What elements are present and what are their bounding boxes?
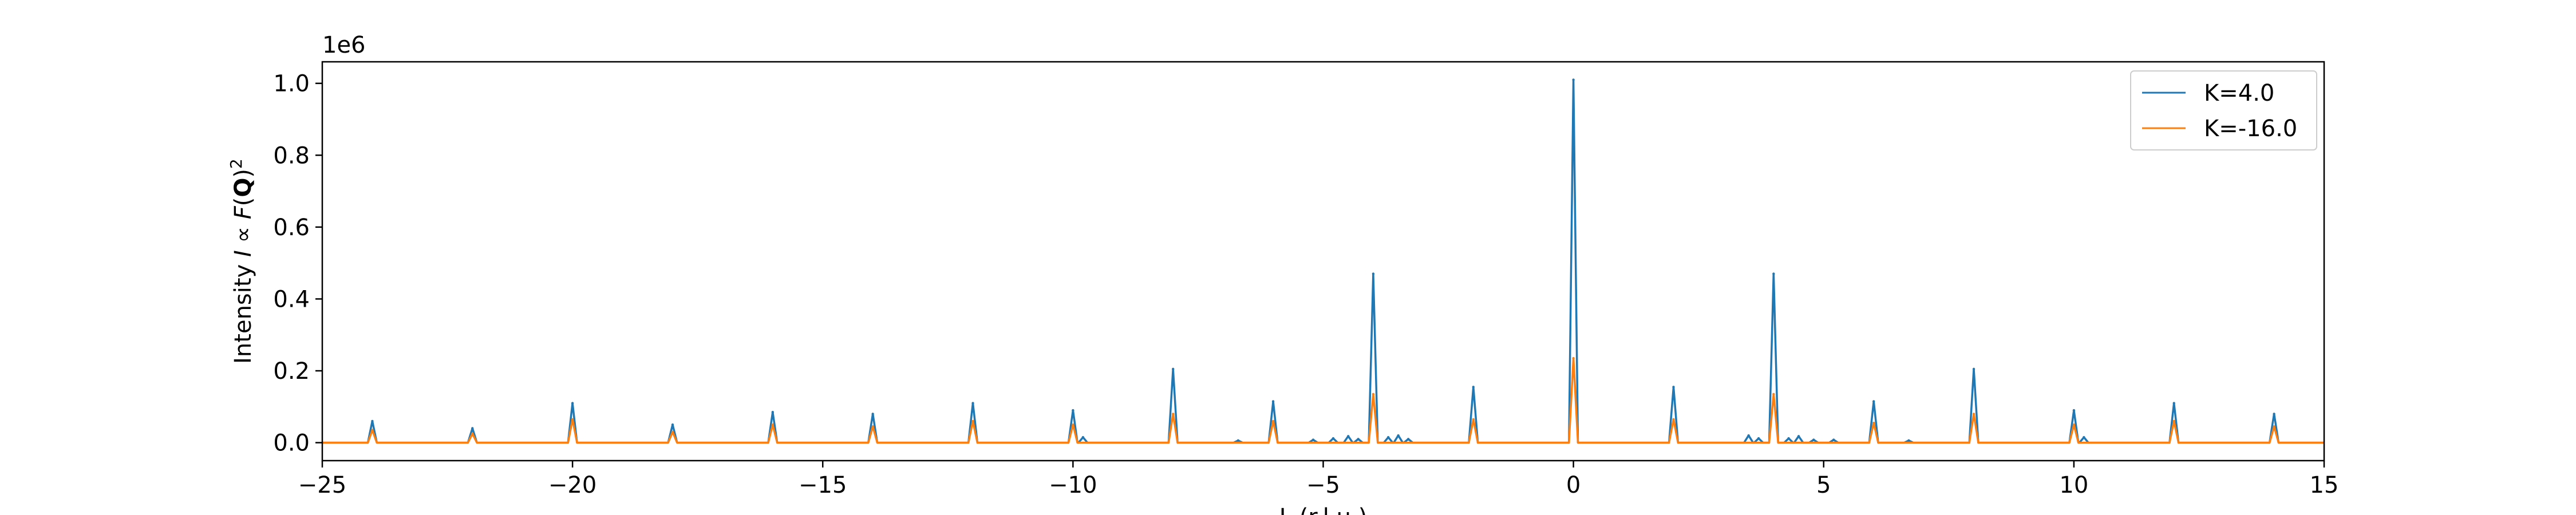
series-0-peak-29 [1832, 438, 1835, 441]
series-0-peak-24 [1757, 437, 1760, 440]
y-tick-label: 0.2 [273, 358, 310, 385]
series-0-peak-28 [1812, 438, 1815, 441]
series-0-peak-8 [1081, 435, 1085, 439]
y-axis-label-paren-close: ) [230, 169, 256, 178]
y-axis-label-q: Q [230, 178, 256, 197]
y-axis-label-paren-open: ( [230, 197, 256, 207]
x-tick-label: 10 [2059, 472, 2088, 498]
y-tick-label: 0.0 [273, 430, 310, 457]
series-1-peak-19 [2273, 425, 2275, 428]
series-1-peak-17 [2072, 423, 2076, 426]
series-1-peak-3 [671, 430, 674, 433]
x-tick-label: −25 [298, 472, 346, 498]
series-0-peak-25 [1772, 272, 1775, 275]
series-0-peak-12 [1311, 438, 1315, 441]
series-0-peak-32 [1972, 367, 1976, 371]
series-1-peak-9 [1271, 419, 1275, 423]
series-0-peak-19 [1406, 438, 1410, 441]
series-0-peak-23 [1747, 434, 1750, 437]
x-tick-label: −10 [1049, 472, 1097, 498]
series-0-peak-1 [471, 427, 474, 430]
x-tick-label: 5 [1816, 472, 1831, 498]
legend-label-series-1: K=-16.0 [2204, 116, 2297, 142]
series-0-peak-16 [1372, 272, 1375, 275]
series-0-peak-5 [871, 413, 874, 415]
series-0-peak-0 [371, 419, 374, 423]
x-tick-label: 0 [1566, 472, 1581, 498]
series-1-peak-12 [1572, 356, 1575, 360]
series-1-peak-16 [1972, 413, 1976, 415]
series-0-peak-26 [1787, 437, 1790, 440]
series-0-peak-14 [1347, 435, 1350, 438]
series-0-peak-17 [1386, 435, 1390, 439]
series-1-peak-6 [971, 419, 974, 423]
series-1-peak-7 [1072, 423, 1074, 426]
series-0-peak-35 [2172, 402, 2175, 405]
series-0-peak-22 [1672, 386, 1675, 389]
series-1-peak-13 [1672, 418, 1675, 421]
series-1-peak-0 [371, 429, 374, 431]
series-0-peak-11 [1271, 400, 1275, 403]
series-1-peak-10 [1372, 393, 1375, 396]
series-1-peak-14 [1772, 393, 1775, 396]
series-0-peak-20 [1472, 386, 1475, 389]
series-1-peak-5 [871, 425, 874, 428]
y-offset-label: 1e6 [322, 32, 366, 58]
series-1-peak-8 [1172, 413, 1175, 415]
x-tick-label: −15 [799, 472, 847, 498]
series-0-peak-15 [1357, 438, 1360, 441]
series-0-peak-21 [1572, 78, 1575, 81]
x-tick-label: −20 [548, 472, 596, 498]
series-0-peak-13 [1332, 437, 1335, 440]
y-axis-label-prefix: Intensity [230, 257, 256, 364]
series-1-peak-15 [1872, 421, 1875, 425]
y-tick-label: 0.8 [273, 142, 310, 169]
series-0-peak-10 [1236, 439, 1240, 442]
series-line-1 [322, 357, 2324, 444]
y-tick-label: 1.0 [273, 71, 310, 97]
y-axis-label: Intensity I ∝ F(Q)2 [227, 159, 257, 364]
y-tick-label: 0.6 [273, 215, 310, 241]
series-0-peak-27 [1797, 435, 1800, 438]
series-0-peak-36 [2273, 413, 2275, 415]
y-axis-label-prop: ∝ [230, 219, 256, 250]
series-0-peak-3 [671, 423, 674, 426]
series-0-peak-7 [1072, 409, 1074, 412]
legend-label-series-0: K=4.0 [2204, 80, 2274, 106]
y-axis: 0.0 0.2 0.4 0.6 0.8 1.0 [273, 71, 322, 457]
x-axis: −25 −20 −15 −10 −5 0 5 10 15 [298, 461, 2339, 498]
series-0-peak-31 [1907, 439, 1910, 442]
series-0-peak-33 [2072, 409, 2076, 412]
series-0-peak-30 [1872, 400, 1875, 403]
series-0-peak-2 [571, 402, 574, 405]
series-0-peak-4 [771, 411, 775, 414]
series-1-peak-4 [771, 423, 775, 426]
series-layer [322, 78, 2324, 444]
legend: K=4.0 K=-16.0 [2130, 70, 2317, 150]
y-axis-label-f: F [230, 205, 256, 219]
y-tick-label: 0.4 [273, 286, 310, 312]
x-axis-label: L (r.l.u.) [1279, 504, 1368, 515]
series-1-peak-18 [2172, 419, 2175, 423]
series-1-peak-1 [471, 432, 474, 435]
legend-box [2130, 70, 2317, 150]
series-0-peak-6 [971, 402, 974, 405]
x-tick-label: −5 [1306, 472, 1340, 498]
y-axis-label-i: I [230, 250, 256, 257]
series-1-peak-11 [1472, 418, 1475, 421]
series-0-peak-9 [1172, 367, 1175, 371]
series-0-peak-18 [1397, 434, 1400, 437]
series-0-peak-34 [2083, 435, 2085, 439]
series-1-peak-2 [571, 418, 574, 421]
y-axis-label-sup: 2 [227, 159, 246, 169]
x-tick-label: 15 [2310, 472, 2339, 498]
